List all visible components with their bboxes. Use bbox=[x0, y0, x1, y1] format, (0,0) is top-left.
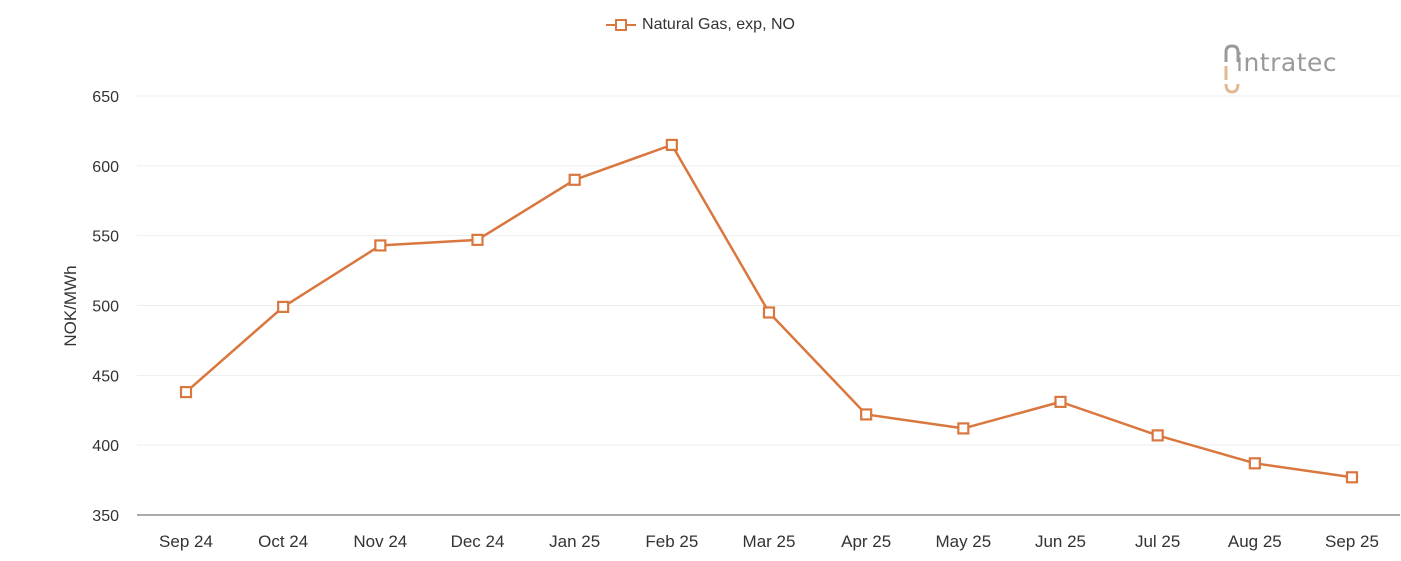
x-tick-label: Jul 25 bbox=[1135, 532, 1180, 551]
x-tick-label: Jun 25 bbox=[1035, 532, 1086, 551]
y-axis-label: NOK/MWh bbox=[61, 265, 80, 346]
data-point-marker bbox=[1248, 457, 1261, 470]
x-tick-label: Nov 24 bbox=[353, 532, 407, 551]
y-tick-label: 400 bbox=[92, 438, 119, 455]
data-point-marker bbox=[471, 233, 484, 246]
x-tick-label: Aug 25 bbox=[1228, 532, 1282, 551]
x-tick-label: Jan 25 bbox=[549, 532, 600, 551]
y-tick-label: 450 bbox=[92, 368, 119, 385]
data-point-marker bbox=[665, 138, 678, 151]
data-point-marker bbox=[1054, 395, 1067, 408]
x-tick-label: Apr 25 bbox=[841, 532, 891, 551]
data-point-marker bbox=[277, 300, 290, 313]
y-tick-label: 500 bbox=[92, 299, 119, 316]
data-point-marker bbox=[568, 173, 581, 186]
logo-text: intratec bbox=[1236, 48, 1338, 77]
x-tick-label: May 25 bbox=[935, 532, 991, 551]
data-point-marker bbox=[860, 408, 873, 421]
data-point-marker bbox=[179, 385, 193, 399]
chart-legend: Natural Gas, exp, NO bbox=[0, 16, 1401, 34]
x-tick-label: Mar 25 bbox=[743, 532, 796, 551]
legend-square-marker-icon bbox=[606, 18, 637, 32]
x-tick-label: Feb 25 bbox=[645, 532, 698, 551]
logo-mark-icon bbox=[1224, 44, 1240, 94]
data-point-marker bbox=[957, 422, 970, 435]
data-point-marker bbox=[1151, 429, 1164, 442]
x-tick-label: Dec 24 bbox=[451, 532, 505, 551]
x-tick-label: Oct 24 bbox=[258, 532, 308, 551]
data-point-marker bbox=[762, 306, 776, 319]
y-tick-label: 600 bbox=[92, 159, 119, 176]
y-tick-label: 350 bbox=[92, 508, 119, 525]
data-point-marker bbox=[1345, 471, 1359, 484]
x-tick-label: Sep 24 bbox=[159, 532, 213, 551]
y-tick-label: 650 bbox=[92, 89, 119, 106]
intratec-logo: intratec bbox=[1222, 44, 1372, 96]
data-point-marker bbox=[374, 239, 387, 252]
x-tick-label: Sep 25 bbox=[1325, 532, 1379, 551]
legend-label: Natural Gas, exp, NO bbox=[642, 16, 795, 33]
y-tick-label: 550 bbox=[92, 229, 119, 246]
